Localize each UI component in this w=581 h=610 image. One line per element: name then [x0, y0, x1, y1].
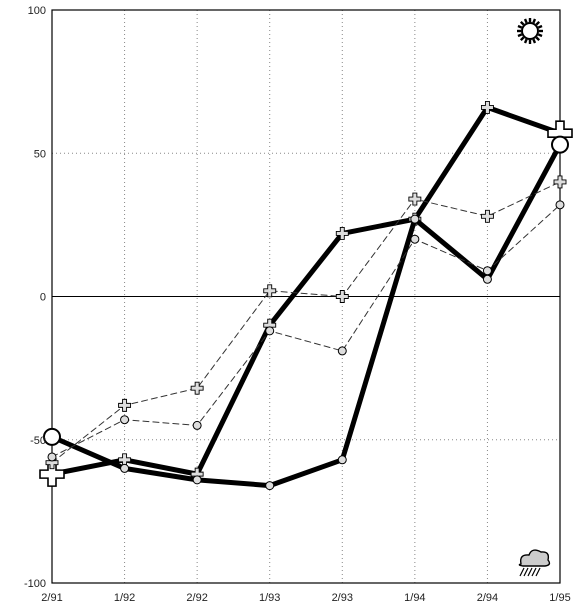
rain-drop — [523, 567, 529, 577]
data-point-circle — [555, 200, 565, 210]
data-point-circle — [482, 266, 492, 276]
axes — [51, 9, 561, 584]
sun-ray — [537, 33, 543, 38]
data-point-plus — [408, 192, 422, 206]
data-point-circle — [337, 346, 347, 356]
sun-ray — [532, 18, 537, 24]
grid — [52, 10, 560, 583]
data-point-circle — [120, 415, 130, 425]
data-point-circle — [410, 214, 420, 224]
sun-disc — [521, 22, 539, 40]
rain-drop — [531, 567, 537, 577]
tick-labels: 100 50 0 -50 -100 2/91 1/92 2/92 1/93 2/93 1/94 2/9… — [24, 5, 571, 604]
rain-cloud-icon — [518, 549, 551, 577]
data-point-circle — [265, 481, 275, 491]
y-tick-label: 100 — [28, 5, 46, 17]
rain-drop — [519, 567, 525, 577]
sun-ray — [523, 38, 528, 44]
x-tick-label: 2/94 — [477, 592, 498, 604]
y-tick-label: 50 — [34, 148, 46, 160]
sun-ray — [535, 20, 541, 26]
data-point-circle — [265, 326, 275, 336]
sun-ray — [517, 33, 523, 38]
rain-drop — [535, 567, 541, 577]
data-point-plus — [480, 209, 494, 223]
data-point-circle — [410, 234, 420, 244]
data-point-plus — [118, 398, 132, 412]
y-tick-label: -50 — [30, 435, 46, 447]
data-point-circle — [192, 420, 202, 430]
sun-ray — [532, 38, 537, 44]
sun-ray — [519, 20, 525, 26]
rain-drop — [527, 567, 533, 577]
series-line-1 — [49, 142, 563, 489]
series-line-3 — [51, 204, 561, 458]
data-point-plus — [263, 284, 277, 298]
sun-ray — [523, 18, 528, 24]
cloud-shape — [518, 549, 551, 567]
x-tick-label: 1/95 — [549, 592, 570, 604]
sun-ray — [537, 24, 543, 29]
data-point-plus — [480, 100, 494, 114]
data-point-plus — [553, 175, 567, 189]
x-tick-label: 2/91 — [41, 592, 62, 604]
data-point-plus — [190, 381, 204, 395]
data-point-circle — [551, 135, 569, 154]
y-tick-label: 0 — [40, 292, 46, 304]
data-point-circle — [192, 475, 202, 485]
sun-ray — [535, 36, 541, 42]
data-point-plus — [335, 227, 349, 240]
y-tick-label: -100 — [24, 578, 46, 590]
sun-ray — [519, 36, 525, 42]
x-tick-label: 2/93 — [332, 592, 353, 604]
series-line-2 — [51, 181, 561, 464]
data-point-plus — [335, 290, 349, 303]
series-line-0 — [49, 104, 563, 477]
data-point-circle — [43, 427, 61, 446]
x-tick-label: 1/93 — [259, 592, 280, 604]
sun-ray — [517, 24, 523, 29]
data-point-plus — [39, 461, 65, 487]
data-point-circle — [120, 463, 130, 473]
series-group — [39, 100, 573, 491]
annotation-icons — [517, 18, 551, 577]
data-point-circle — [482, 274, 492, 284]
x-tick-label: 1/92 — [114, 592, 135, 604]
data-point-circle — [47, 452, 57, 462]
x-tick-label: 1/94 — [404, 592, 425, 604]
data-point-circle — [337, 455, 347, 465]
x-tick-label: 2/92 — [186, 592, 207, 604]
sun-icon — [517, 18, 543, 44]
